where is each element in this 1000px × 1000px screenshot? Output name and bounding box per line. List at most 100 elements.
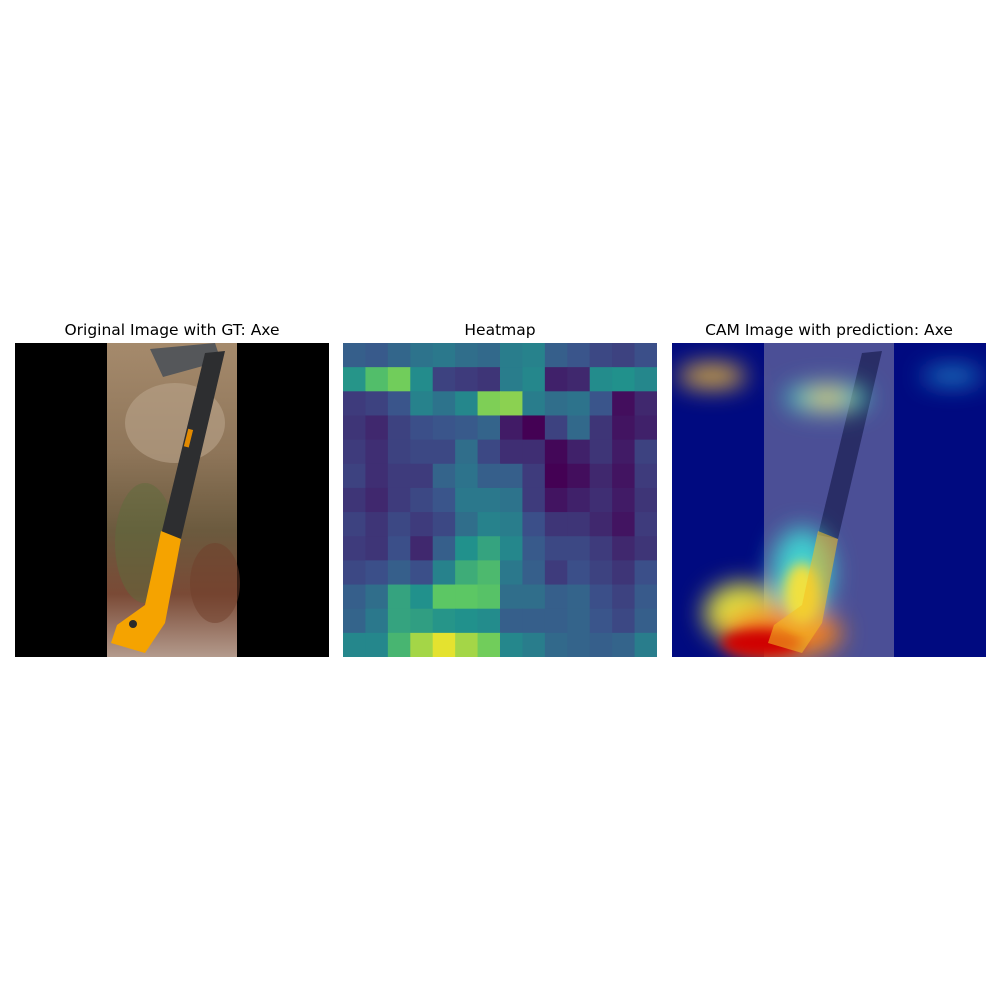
heatmap-cell	[455, 632, 479, 657]
heatmap-cell	[477, 584, 501, 610]
heatmap-cell	[477, 439, 501, 465]
heatmap-image	[343, 343, 657, 657]
heatmap-cell	[634, 463, 657, 489]
heatmap-cell	[387, 391, 411, 416]
heatmap-cell	[634, 439, 657, 465]
heatmap-cell	[455, 463, 479, 489]
heatmap-cell	[387, 415, 411, 441]
cam-image-title: CAM Image with prediction: Axe	[705, 321, 953, 339]
heatmap-cell	[634, 487, 657, 513]
heatmap-cell	[612, 415, 636, 441]
heatmap-cell	[387, 463, 411, 489]
heatmap-cell	[567, 487, 591, 513]
heatmap-cell	[387, 560, 411, 586]
heatmap-cell	[500, 487, 523, 513]
heatmap-cell	[567, 415, 591, 441]
heatmap-cell	[343, 343, 366, 368]
heatmap-cell	[343, 391, 366, 416]
heatmap-cell	[432, 512, 456, 537]
heatmap-cell	[634, 415, 657, 441]
heatmap-cell	[455, 343, 479, 368]
heatmap-cell	[365, 536, 389, 561]
heatmap-cell	[634, 367, 657, 392]
heatmap-cell	[365, 343, 389, 368]
original-image	[15, 343, 329, 657]
heatmap-cell	[567, 463, 591, 489]
heatmap-cell	[589, 584, 613, 610]
heatmap-cell	[365, 487, 389, 513]
heatmap-cell	[522, 632, 546, 657]
heatmap-cell	[589, 512, 613, 537]
heatmap-cell	[544, 512, 568, 537]
heatmap-cell	[343, 463, 366, 489]
heatmap-cell	[589, 367, 613, 392]
heatmap-cell	[612, 343, 636, 368]
heatmap-cell	[522, 415, 546, 441]
heatmap-cell	[522, 391, 546, 416]
heatmap-cell	[477, 463, 501, 489]
heatmap-cell	[567, 391, 591, 416]
heatmap-cell	[410, 463, 434, 489]
heatmap-cell	[612, 367, 636, 392]
heatmap-cell	[432, 439, 456, 465]
heatmap-cell	[522, 560, 546, 586]
heatmap-cell	[544, 584, 568, 610]
heatmap-cell	[455, 487, 479, 513]
heatmap-cell	[432, 560, 456, 586]
heatmap-cell	[544, 608, 568, 634]
heatmap-cell	[522, 487, 546, 513]
heatmap-cell	[544, 463, 568, 489]
heatmap-cell	[410, 632, 434, 657]
heatmap-cell	[567, 343, 591, 368]
heatmap-cell	[567, 367, 591, 392]
heatmap-cell	[612, 536, 636, 561]
heatmap-cell	[522, 439, 546, 465]
heatmap-cell	[432, 391, 456, 416]
heatmap-cell	[634, 343, 657, 368]
heatmap-cell	[343, 415, 366, 441]
heatmap-cell	[343, 487, 366, 513]
axe-grip	[111, 531, 181, 653]
heatmap-cell	[500, 560, 523, 586]
heatmap-cell	[410, 608, 434, 634]
heatmap-cell	[544, 487, 568, 513]
heatmap-cell	[634, 512, 657, 537]
heatmap-cell	[477, 560, 501, 586]
heatmap-cell	[477, 391, 501, 416]
heatmap-cell	[387, 439, 411, 465]
heatmap-cell	[432, 608, 456, 634]
heatmap-cell	[365, 415, 389, 441]
heatmap-cell	[567, 584, 591, 610]
heatmap-cell	[522, 608, 546, 634]
heatmap-cell	[410, 584, 434, 610]
heatmap-cell	[477, 632, 501, 657]
heatmap-cell	[455, 536, 479, 561]
heatmap-cell	[612, 487, 636, 513]
heatmap-cell	[432, 536, 456, 561]
heatmap-cell	[432, 487, 456, 513]
heatmap-cell	[432, 463, 456, 489]
heatmap-cell	[365, 584, 389, 610]
heatmap-cell	[455, 584, 479, 610]
heatmap-cell	[500, 536, 523, 561]
heatmap-cell	[365, 367, 389, 392]
heatmap-cell	[567, 560, 591, 586]
heatmap-cell	[410, 367, 434, 392]
heatmap-cell	[365, 463, 389, 489]
heatmap-cell	[410, 439, 434, 465]
heatmap-cell	[612, 632, 636, 657]
heatmap-cell	[634, 391, 657, 416]
heatmap-cell	[544, 415, 568, 441]
heatmap-title: Heatmap	[464, 321, 536, 339]
heatmap-cell	[589, 608, 613, 634]
heatmap-cell	[477, 367, 501, 392]
heatmap-cell	[500, 391, 523, 416]
heatmap-cell	[589, 439, 613, 465]
heatmap-cell	[522, 343, 546, 368]
heatmap-cell	[365, 512, 389, 537]
heatmap-cell	[589, 343, 613, 368]
heatmap-cell	[387, 536, 411, 561]
heatmap-cell	[477, 487, 501, 513]
heatmap-cell	[343, 608, 366, 634]
heatmap-cell	[387, 487, 411, 513]
